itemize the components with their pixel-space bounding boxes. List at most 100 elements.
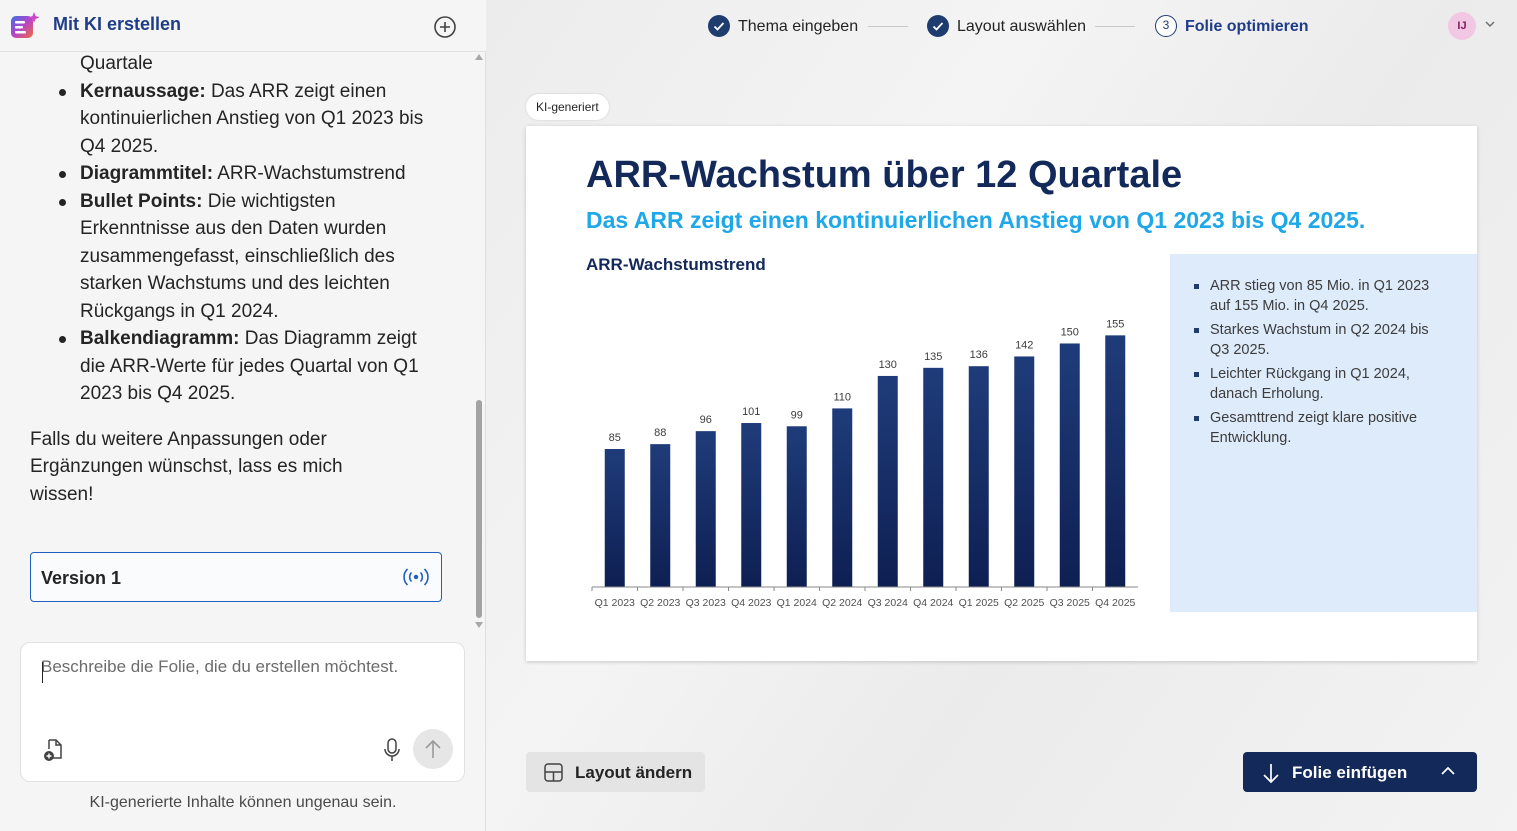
insight-item: Leichter Rückgang in Q1 2024, danach Erh… <box>1194 365 1440 404</box>
slide-workspace: Thema eingeben Layout auswählen 3 Folie … <box>486 0 1517 831</box>
assistant-message: Quartale Kernaussage: Das ARR zeigt eine… <box>30 52 430 508</box>
bar-value-label: 99 <box>791 409 803 421</box>
chart-bar <box>923 367 944 587</box>
step-number: 3 <box>1155 15 1177 37</box>
bar-value-label: 135 <box>924 351 942 363</box>
bar-value-label: 142 <box>1015 339 1033 351</box>
insight-item: ARR stieg von 85 Mio. in Q1 2023 auf 155… <box>1194 277 1440 316</box>
chart-bar <box>786 426 807 587</box>
message-bullet-list: Kernaussage: Das ARR zeigt einen kontinu… <box>30 78 430 408</box>
version-card[interactable]: Version 1 <box>30 552 442 602</box>
insight-item: Starkes Wachstum in Q2 2024 bis Q3 2025. <box>1194 321 1440 360</box>
chart-bar <box>741 423 762 587</box>
step-label: Layout auswählen <box>957 18 1086 35</box>
chart-bars: 85 Q1 2023 88 Q2 2023 96 Q3 2023 101 Q4 2023 99 Q… <box>591 318 1136 609</box>
broadcast-icon <box>403 568 429 586</box>
chart-bar <box>1014 356 1035 587</box>
chart-bar <box>650 444 671 587</box>
bar-value-label: 155 <box>1106 318 1124 330</box>
slide-subtitle: Das ARR zeigt einen kontinuierlichen Ans… <box>586 207 1366 233</box>
chart-bar <box>1059 343 1080 587</box>
new-chat-icon[interactable] <box>432 14 458 40</box>
x-tick-label: Q1 2024 <box>777 597 817 609</box>
change-layout-button[interactable]: Layout ändern <box>526 752 705 792</box>
chart-title: ARR-Wachstumstrend <box>586 255 766 274</box>
chat-history[interactable]: Quartale Kernaussage: Das ARR zeigt eine… <box>0 52 472 627</box>
list-item: Kernaussage: Das ARR zeigt einen kontinu… <box>59 78 430 161</box>
avatar[interactable]: IJ <box>1448 12 1476 40</box>
x-tick-label: Q4 2025 <box>1095 597 1135 609</box>
slide-title: ARR-Wachstum über 12 Quartale <box>586 154 1183 196</box>
arrow-up-icon <box>425 739 441 758</box>
insight-item: Gesamttrend zeigt klare positive Entwick… <box>1194 409 1440 448</box>
arr-bar-chart: 85 Q1 2023 88 Q2 2023 96 Q3 2023 101 Q4 2023 99 Q… <box>591 318 1138 609</box>
bullet-label: Bullet Points: <box>80 190 203 212</box>
chart-bar <box>877 375 898 587</box>
version-label: Version 1 <box>41 568 122 588</box>
slide-preview[interactable]: ARR-Wachstum über 12 Quartale Das ARR ze… <box>526 126 1477 661</box>
designer-logo-icon <box>11 12 40 38</box>
bullet-label: Diagrammtitel: <box>80 163 214 184</box>
copilot-pane: Mit KI erstellen Quartale Kernaussage: D… <box>0 0 486 831</box>
list-item: Bullet Points: Die wichtigsten Erkenntni… <box>59 188 430 326</box>
step-done-check-icon <box>927 15 949 37</box>
pane-title: Mit KI erstellen <box>53 14 182 34</box>
chart-bar <box>832 408 853 587</box>
progress-stepper: Thema eingeben Layout auswählen 3 Folie … <box>486 0 1517 52</box>
bullet-text: Die wichtigsten Erkenntnisse aus den Dat… <box>80 190 395 322</box>
list-item: Diagrammtitel: ARR-Wachstumstrend <box>59 160 430 188</box>
microphone-icon[interactable] <box>381 737 403 763</box>
x-tick-label: Q2 2024 <box>822 597 862 609</box>
ai-generated-badge: KI-generiert <box>526 94 609 120</box>
bar-value-label: 88 <box>654 427 666 439</box>
bar-value-label: 150 <box>1061 326 1079 338</box>
x-tick-label: Q3 2023 <box>686 597 726 609</box>
x-tick-label: Q3 2025 <box>1050 597 1090 609</box>
x-tick-label: Q1 2023 <box>595 597 635 609</box>
chart-bar <box>1105 335 1126 587</box>
bullet-text: Das ARR zeigt einen kontinuierlichen Ans… <box>80 80 424 157</box>
x-tick-label: Q3 2024 <box>868 597 908 609</box>
chat-scrollbar[interactable] <box>472 52 486 630</box>
copilot-header: Mit KI erstellen <box>0 0 486 52</box>
bar-value-label: 136 <box>970 349 988 361</box>
chart-bar <box>968 366 989 587</box>
chevron-down-icon[interactable] <box>1484 20 1496 28</box>
bar-value-label: 96 <box>700 414 712 426</box>
bullet-label: Balkendiagramm: <box>80 328 240 349</box>
prompt-input[interactable] <box>41 657 446 717</box>
closing-text: Falls du weitere Anpassungen oder Ergänz… <box>30 428 343 505</box>
bullet-text: Das Diagramm zeigt die ARR-Werte für jed… <box>80 328 419 404</box>
bar-value-label: 110 <box>833 391 851 403</box>
chart-bar <box>604 449 625 587</box>
scroll-down-arrow-icon[interactable] <box>475 622 483 628</box>
attach-file-icon[interactable] <box>41 737 65 763</box>
chart-bar <box>695 431 716 587</box>
insert-slide-button[interactable]: Folie einfügen <box>1243 752 1477 792</box>
arrow-down-icon <box>1263 764 1279 784</box>
step-label: Thema eingeben <box>738 18 859 35</box>
change-layout-label: Layout ändern <box>575 763 693 782</box>
x-tick-label: Q2 2023 <box>640 597 680 609</box>
scrollbar-thumb[interactable] <box>476 400 482 618</box>
step-done-check-icon <box>708 15 730 37</box>
bar-value-label: 130 <box>879 359 897 371</box>
insights-list: ARR stieg von 85 Mio. in Q1 2023 auf 155… <box>1194 277 1440 453</box>
layout-icon <box>544 763 563 782</box>
step-connector <box>1095 26 1135 27</box>
insert-slide-label: Folie einfügen <box>1292 763 1408 782</box>
chevron-up-icon[interactable] <box>1440 766 1456 776</box>
bullet-label: Kernaussage: <box>80 80 206 102</box>
bar-value-label: 85 <box>609 432 621 444</box>
key-insights-box: ARR stieg von 85 Mio. in Q1 2023 auf 155… <box>1170 254 1477 612</box>
send-button[interactable] <box>413 729 453 769</box>
x-tick-label: Q4 2024 <box>913 597 953 609</box>
message-fragment: Quartale <box>80 53 153 74</box>
x-tick-label: Q4 2023 <box>731 597 771 609</box>
bullet-text: ARR-Wachstumstrend <box>213 163 406 184</box>
scroll-up-arrow-icon[interactable] <box>475 54 483 60</box>
ai-disclaimer: KI-generierte Inhalte können ungenau sei… <box>89 794 397 811</box>
bar-value-label: 101 <box>742 406 760 418</box>
x-tick-label: Q2 2025 <box>1004 597 1044 609</box>
prompt-composer <box>20 642 465 782</box>
